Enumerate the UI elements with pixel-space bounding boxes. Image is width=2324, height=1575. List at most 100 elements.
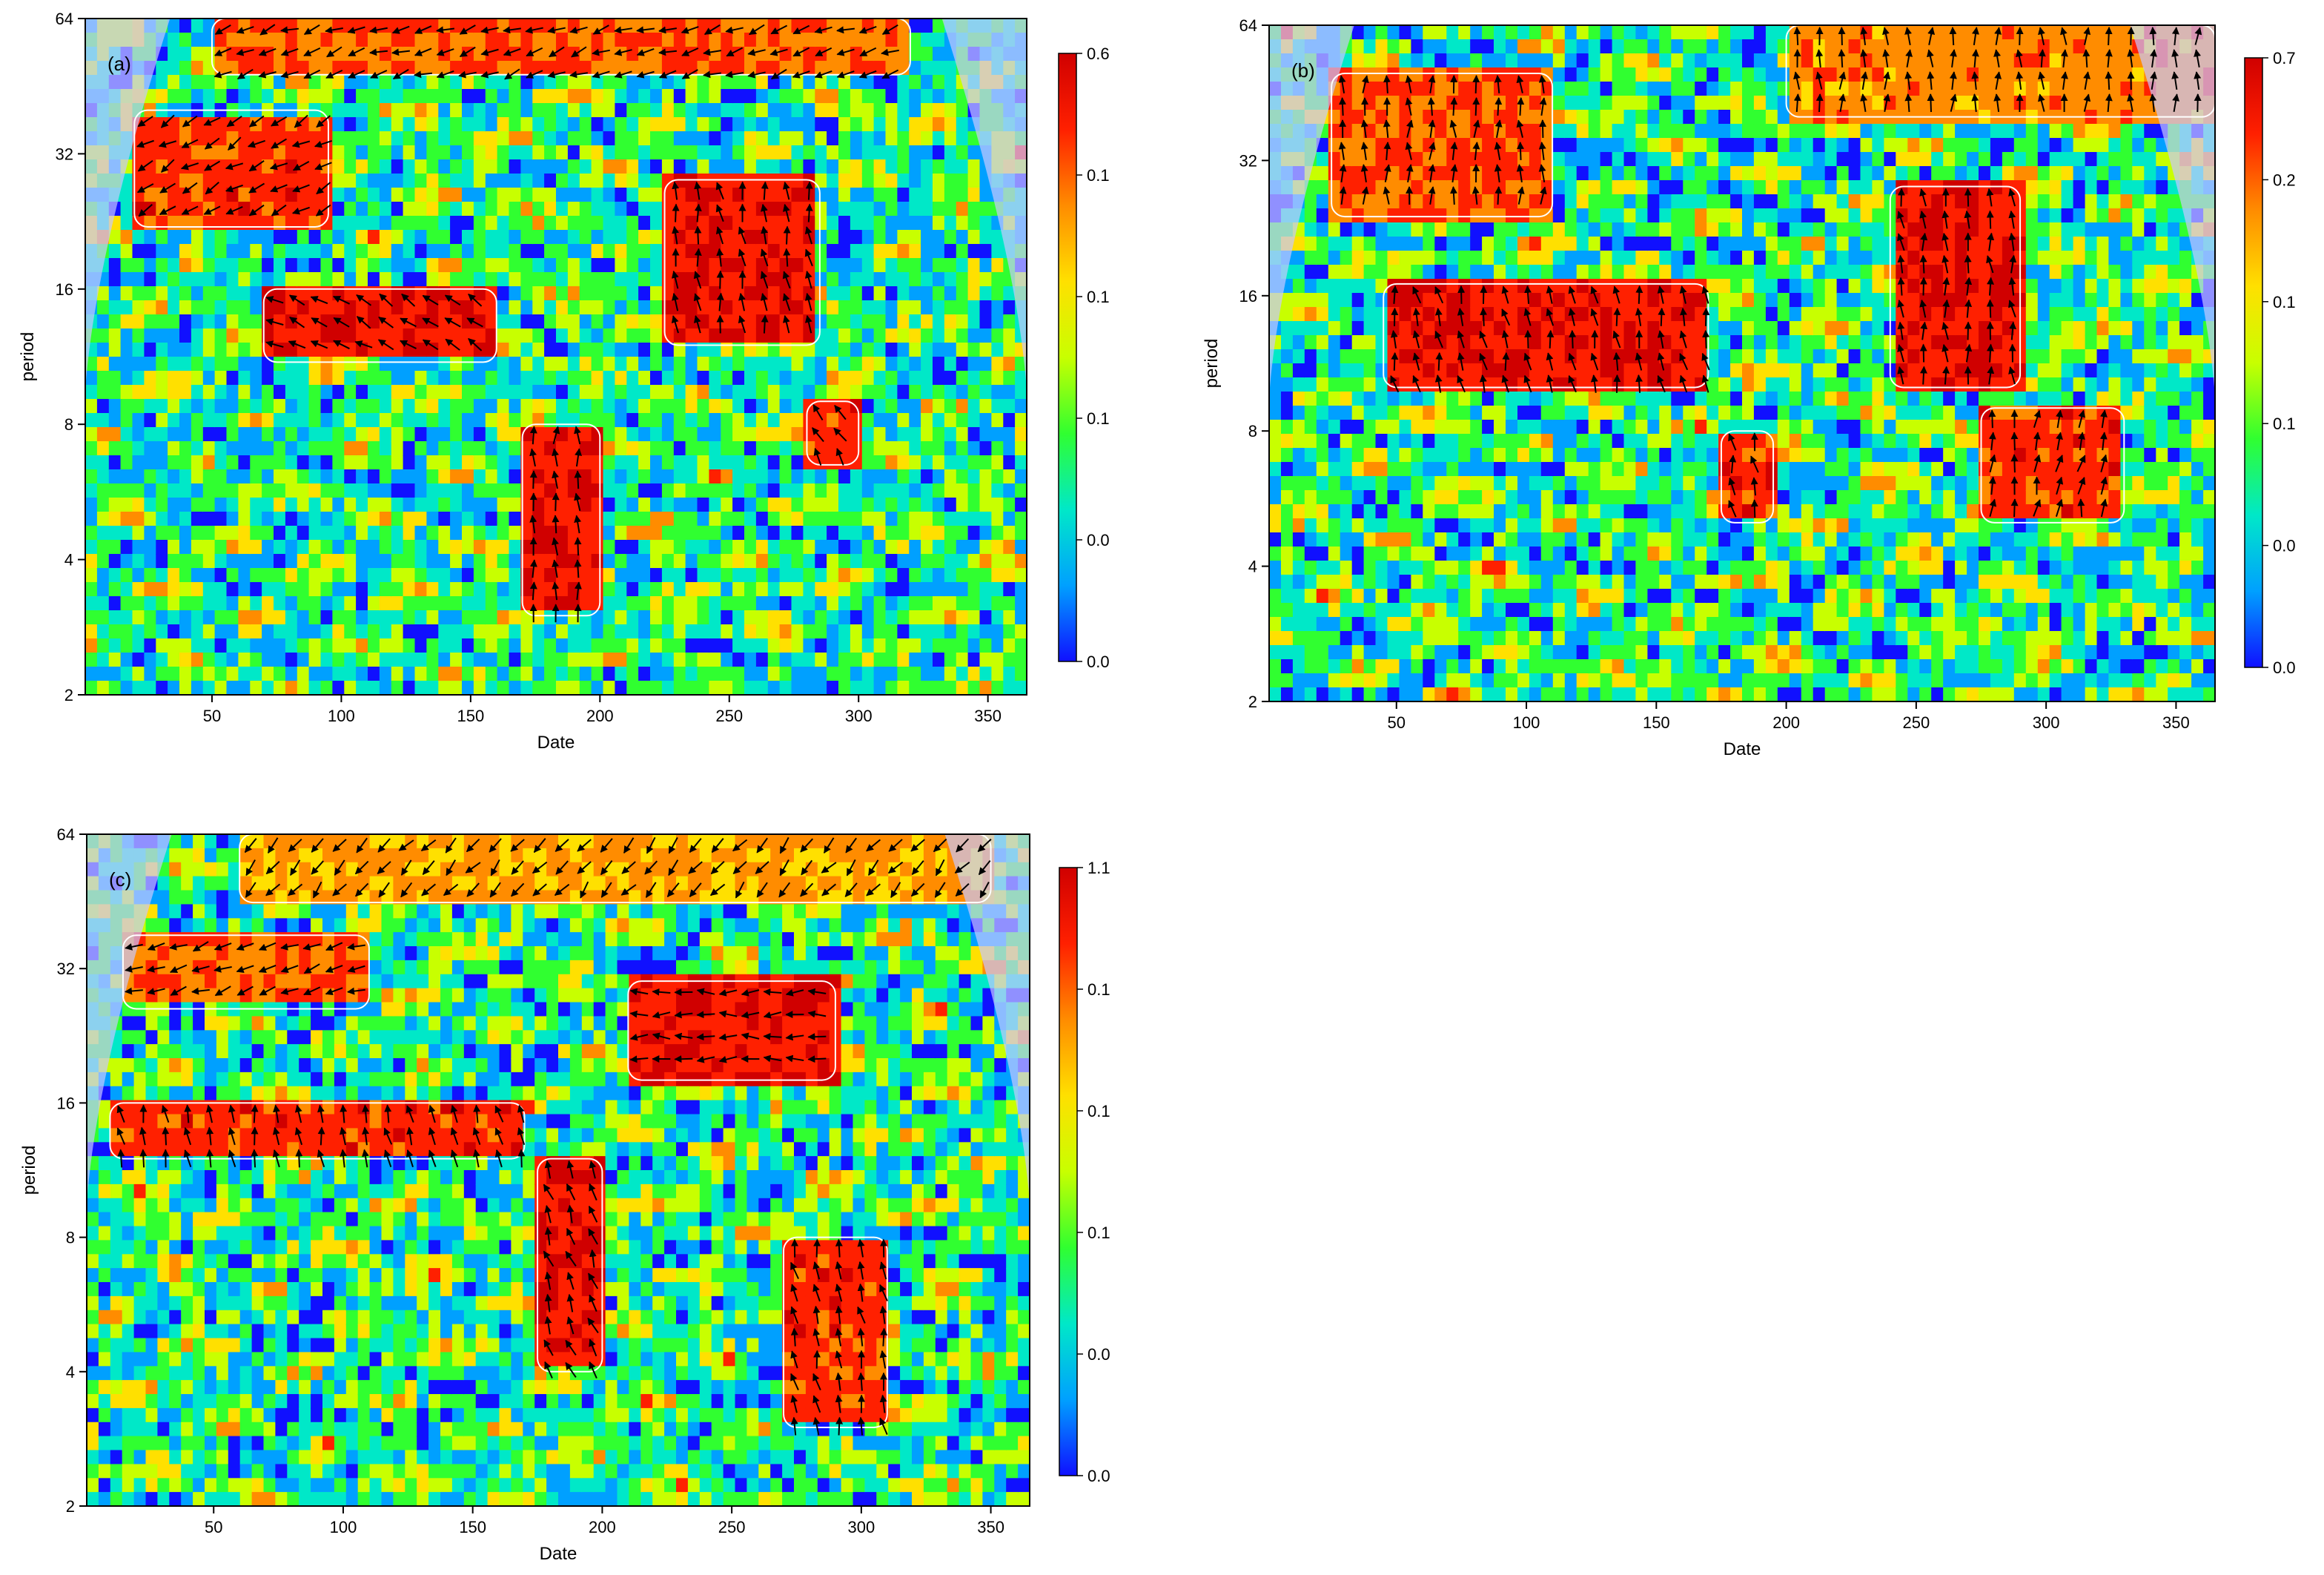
phase-arrow: [1568, 308, 1576, 326]
phase-arrow: [2010, 454, 2019, 473]
phase-arrow: [835, 1416, 844, 1436]
phase-arrow: [636, 26, 655, 34]
phase-arrow: [1449, 185, 1457, 205]
panel-label: (b): [1291, 59, 1315, 82]
phase-arrow: [835, 1284, 843, 1302]
phase-arrow: [1994, 27, 2002, 45]
phase-arrow: [236, 26, 254, 34]
phase-arrow: [879, 1394, 887, 1413]
phase-arrow: [288, 294, 305, 306]
phase-arrow: [1728, 500, 1737, 518]
phase-arrow: [489, 882, 501, 898]
phase-arrow: [857, 1327, 865, 1347]
phase-arrow: [790, 1261, 799, 1279]
phase-arrow: [159, 205, 176, 216]
phase-arrow: [288, 340, 306, 349]
colorbar: [1058, 53, 1077, 662]
phase-arrow: [480, 70, 499, 79]
phase-arrow: [158, 140, 177, 148]
phase-arrow: [1987, 366, 1995, 385]
phase-arrow: [592, 48, 610, 56]
phase-arrow: [1569, 329, 1577, 349]
phase-arrow: [934, 882, 946, 898]
phase-arrow: [629, 1033, 649, 1041]
phase-arrow: [2100, 498, 2108, 518]
phase-arrow: [1920, 321, 1928, 340]
phase-arrow: [887, 861, 904, 874]
phase-arrow: [703, 70, 721, 79]
phase-arrow: [314, 139, 332, 148]
phase-arrow: [880, 1327, 888, 1347]
phase-arrow: [468, 293, 483, 307]
x-tick-label: 200: [1772, 713, 1800, 732]
phase-arrow: [2100, 476, 2108, 495]
phase-arrow: [450, 1149, 459, 1168]
colorbar-tick-label: 0.1: [1087, 1224, 1110, 1242]
phase-arrow: [658, 26, 677, 34]
phase-arrow: [517, 1127, 526, 1146]
x-tick-label: 350: [974, 707, 1002, 725]
phase-arrow: [356, 316, 371, 329]
phase-arrow: [1516, 119, 1524, 138]
phase-arrow: [138, 204, 153, 217]
phase-arrow: [302, 943, 321, 951]
phase-arrow: [526, 47, 543, 57]
phase-arrow: [2038, 71, 2045, 90]
phase-arrow: [1471, 186, 1480, 205]
phase-arrow: [1986, 188, 1994, 207]
phase-arrow: [525, 26, 543, 34]
phase-arrow: [480, 48, 499, 56]
phase-arrow: [580, 881, 589, 899]
phase-arrow: [804, 314, 812, 334]
phase-arrow: [1427, 96, 1435, 116]
phase-arrow: [236, 985, 254, 996]
phase-arrow: [1360, 142, 1368, 160]
phase-arrow: [718, 988, 738, 997]
x-tick-label: 200: [586, 707, 614, 725]
phase-arrow: [473, 1104, 481, 1123]
phase-arrow: [879, 1305, 887, 1324]
phase-arrow: [668, 859, 679, 876]
phase-arrow: [1861, 71, 1869, 90]
phase-arrow: [183, 1149, 192, 1168]
phase-arrow: [1897, 254, 1905, 274]
phase-arrow: [1449, 119, 1457, 138]
phase-arrow: [666, 882, 680, 898]
phase-arrow: [1987, 232, 1995, 251]
phase-arrow: [317, 1104, 325, 1123]
phase-arrow: [1941, 232, 1950, 251]
phase-arrow: [804, 226, 812, 245]
phase-arrow: [835, 1394, 843, 1413]
phase-arrow: [857, 1238, 865, 1258]
phase-arrow: [517, 1104, 525, 1123]
phase-arrow: [1904, 93, 1913, 113]
phase-arrow: [812, 1395, 821, 1413]
phase-arrow: [292, 184, 310, 193]
phase-arrow: [1635, 285, 1643, 304]
phase-arrow: [1435, 351, 1443, 371]
phase-arrow: [1457, 308, 1465, 326]
x-tick-label: 300: [845, 707, 873, 725]
phase-arrow: [574, 470, 582, 489]
phase-arrow: [1517, 186, 1525, 205]
phase-arrow: [821, 862, 837, 874]
phase-arrow: [213, 70, 232, 79]
phase-arrow: [629, 1055, 649, 1063]
phase-arrow: [2171, 71, 2179, 90]
phase-arrow: [672, 181, 680, 200]
phase-arrow: [2016, 49, 2023, 67]
phase-arrow: [2171, 27, 2179, 46]
phase-arrow: [693, 293, 702, 311]
phase-arrow: [1450, 142, 1458, 160]
phase-arrow: [347, 942, 365, 951]
phase-arrow: [1391, 351, 1399, 371]
phase-arrow: [725, 26, 744, 34]
phase-arrow: [763, 988, 782, 996]
phase-arrow: [716, 248, 724, 267]
phase-arrow: [1450, 96, 1458, 116]
phase-arrow: [1590, 374, 1598, 393]
phase-arrow: [182, 182, 198, 194]
phase-arrow: [783, 248, 791, 267]
phase-arrow: [273, 1104, 280, 1123]
phase-arrow: [214, 24, 231, 35]
